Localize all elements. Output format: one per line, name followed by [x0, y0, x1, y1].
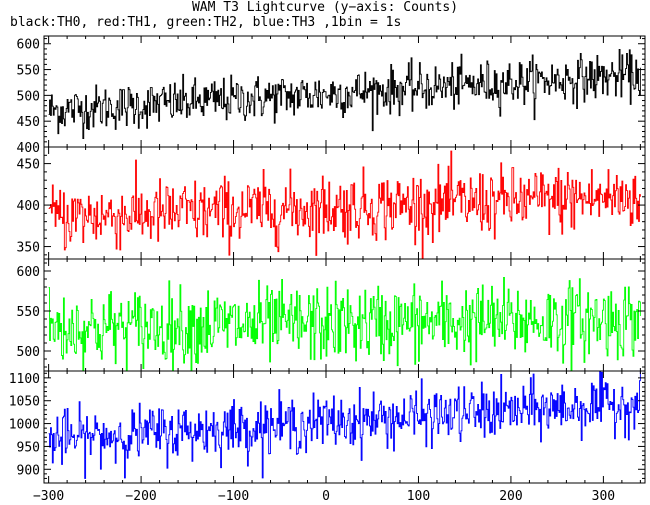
panel-frame: [43, 35, 646, 148]
y-tick-label: 500: [17, 345, 40, 360]
y-tick-label: 550: [17, 64, 40, 79]
x-tick-label: −100: [218, 489, 249, 504]
x-tick-label: 100: [407, 489, 430, 504]
panel-th3: 900 950 1000 1050 1100: [9, 370, 646, 484]
y-tick-label: 600: [17, 38, 40, 53]
y-tick-label: 450: [17, 158, 40, 173]
panel-th1: 350 400 450: [17, 146, 646, 260]
y-tick-label: 900: [17, 463, 40, 478]
series-th2-line: [48, 276, 641, 371]
y-tick-label: 400: [17, 141, 40, 156]
x-tick-label: 0: [322, 489, 330, 504]
series-th1-line: [48, 150, 641, 259]
y-tick-label: 500: [17, 89, 40, 104]
x-tick-label: 200: [499, 489, 522, 504]
y-tick-label: 950: [17, 440, 40, 455]
chart-subtitle: black:TH0, red:TH1, green:TH2, blue:TH3 …: [10, 15, 402, 30]
panel-th0: 400 450 500 550 600: [17, 35, 646, 156]
panel-th2: 500 550 600: [17, 258, 646, 372]
chart-title: WAM T3 Lightcurve (y−axis: Counts): [191, 0, 459, 15]
y-tick-label: 1050: [9, 395, 40, 410]
x-tick-label: −300: [33, 489, 64, 504]
y-tick-label: 350: [17, 241, 40, 256]
y-tick-label: 1100: [9, 372, 40, 387]
y-tick-label: 600: [17, 265, 40, 280]
y-tick-label: 550: [17, 305, 40, 320]
y-tick-label: 450: [17, 115, 40, 130]
x-tick-label: 300: [592, 489, 615, 504]
y-tick-label: 1000: [9, 418, 40, 433]
y-tick-label: 400: [17, 199, 40, 214]
x-tick-label: −200: [125, 489, 156, 504]
series-th0-line: [48, 49, 641, 140]
series-th3-line: [48, 371, 641, 479]
